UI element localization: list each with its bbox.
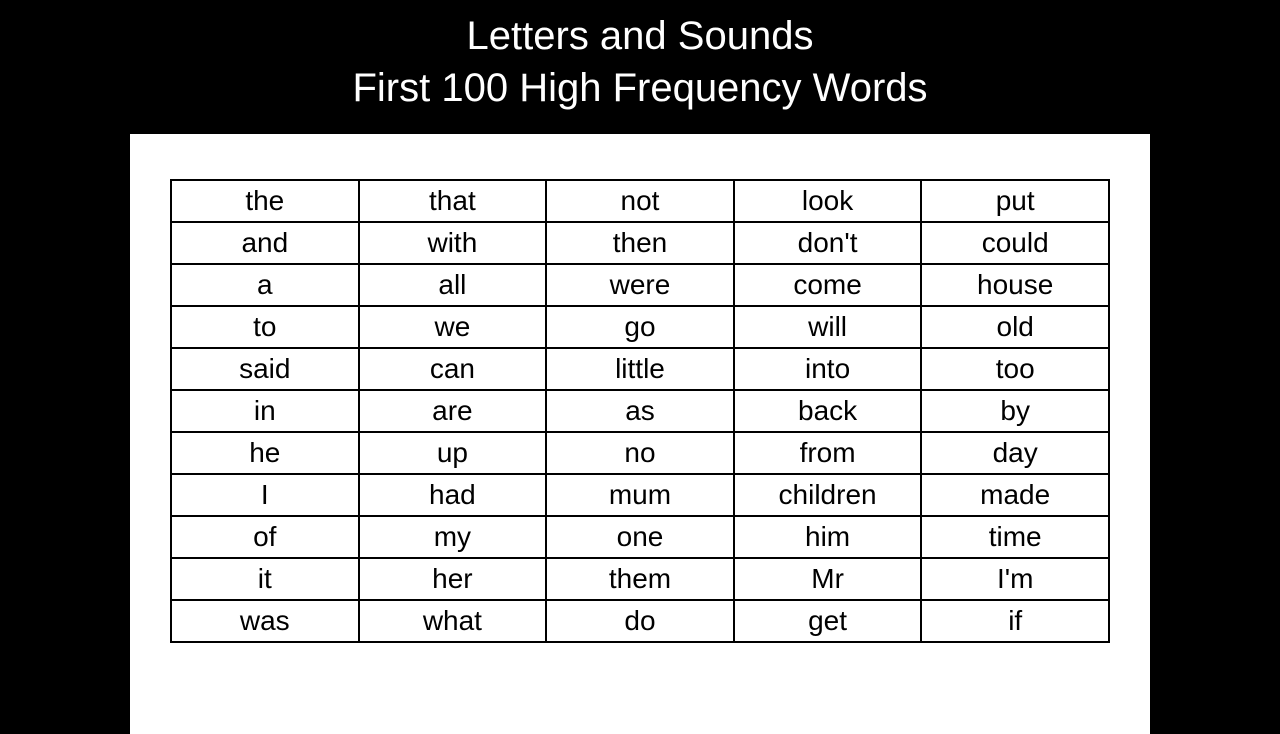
word-cell: put <box>921 180 1109 222</box>
word-cell: children <box>734 474 922 516</box>
table-row: he up no from day <box>171 432 1109 474</box>
word-cell: my <box>359 516 547 558</box>
word-cell: do <box>546 600 734 642</box>
table-row: in are as back by <box>171 390 1109 432</box>
word-cell: that <box>359 180 547 222</box>
word-cell: go <box>546 306 734 348</box>
table-row: and with then don't could <box>171 222 1109 264</box>
word-cell: with <box>359 222 547 264</box>
word-cell: don't <box>734 222 922 264</box>
word-cell: him <box>734 516 922 558</box>
word-cell: he <box>171 432 359 474</box>
word-cell: too <box>921 348 1109 390</box>
word-cell: house <box>921 264 1109 306</box>
word-cell: then <box>546 222 734 264</box>
table-row: was what do get if <box>171 600 1109 642</box>
word-cell: no <box>546 432 734 474</box>
word-cell: by <box>921 390 1109 432</box>
word-cell: the <box>171 180 359 222</box>
word-cell: them <box>546 558 734 600</box>
word-cell: we <box>359 306 547 348</box>
word-cell: can <box>359 348 547 390</box>
word-cell: one <box>546 516 734 558</box>
word-cell: come <box>734 264 922 306</box>
word-cell: Mr <box>734 558 922 600</box>
word-table-body: the that not look put and with then don'… <box>171 180 1109 642</box>
word-cell: up <box>359 432 547 474</box>
word-cell: had <box>359 474 547 516</box>
word-cell: as <box>546 390 734 432</box>
table-row: to we go will old <box>171 306 1109 348</box>
word-cell: from <box>734 432 922 474</box>
table-row: a all were come house <box>171 264 1109 306</box>
word-cell: get <box>734 600 922 642</box>
word-cell: and <box>171 222 359 264</box>
word-cell: if <box>921 600 1109 642</box>
word-cell: was <box>171 600 359 642</box>
word-cell: it <box>171 558 359 600</box>
table-row: of my one him time <box>171 516 1109 558</box>
word-cell: could <box>921 222 1109 264</box>
table-row: I had mum children made <box>171 474 1109 516</box>
word-cell: not <box>546 180 734 222</box>
word-cell: day <box>921 432 1109 474</box>
page-header: Letters and Sounds First 100 High Freque… <box>0 0 1280 134</box>
table-row: it her them Mr I'm <box>171 558 1109 600</box>
word-cell: little <box>546 348 734 390</box>
word-cell: time <box>921 516 1109 558</box>
word-cell: were <box>546 264 734 306</box>
word-cell: of <box>171 516 359 558</box>
word-cell: to <box>171 306 359 348</box>
word-cell: made <box>921 474 1109 516</box>
word-cell: into <box>734 348 922 390</box>
word-cell: I <box>171 474 359 516</box>
paper-container: the that not look put and with then don'… <box>130 134 1150 734</box>
word-cell: all <box>359 264 547 306</box>
word-cell: are <box>359 390 547 432</box>
word-cell: said <box>171 348 359 390</box>
word-cell: in <box>171 390 359 432</box>
header-line-1: Letters and Sounds <box>0 10 1280 62</box>
word-cell: look <box>734 180 922 222</box>
table-row: the that not look put <box>171 180 1109 222</box>
word-cell: will <box>734 306 922 348</box>
table-row: said can little into too <box>171 348 1109 390</box>
word-cell: her <box>359 558 547 600</box>
word-cell: back <box>734 390 922 432</box>
word-cell: I'm <box>921 558 1109 600</box>
word-cell: a <box>171 264 359 306</box>
header-line-2: First 100 High Frequency Words <box>0 62 1280 114</box>
word-cell: what <box>359 600 547 642</box>
word-cell: mum <box>546 474 734 516</box>
word-table: the that not look put and with then don'… <box>170 179 1110 643</box>
word-cell: old <box>921 306 1109 348</box>
